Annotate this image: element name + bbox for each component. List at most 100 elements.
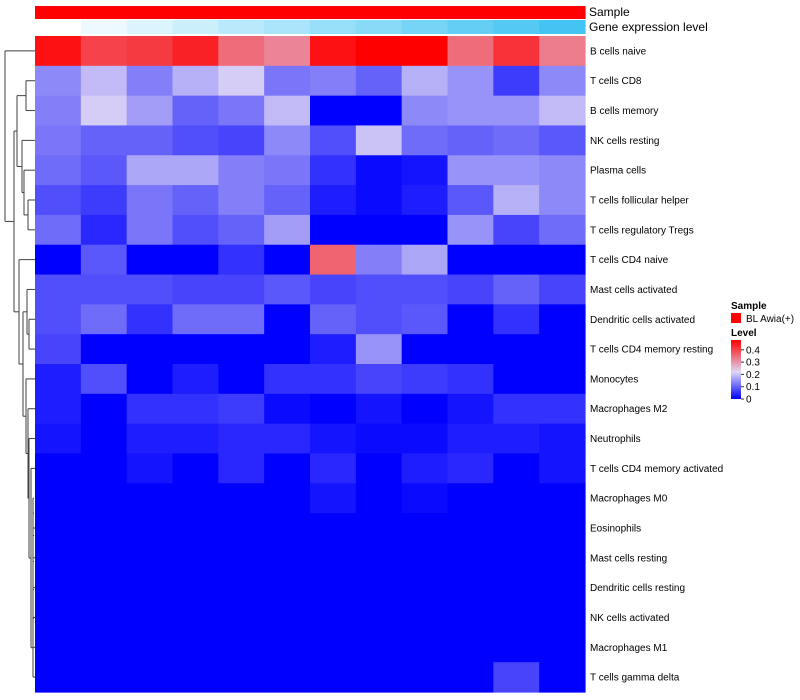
heatmap-cell: Plasma cells: 0.01 <box>355 155 403 186</box>
heatmap-cell: Neutrophils: 0.04 <box>264 423 311 455</box>
heatmap-cell: Dendritic cells activated: 0 <box>539 304 586 335</box>
heatmap-cell: Mast cells resting: 0 <box>493 542 540 574</box>
heatmap-cell: B cells naive: 0.48 <box>401 36 449 67</box>
heatmap-cell: Neutrophils: 0.02 <box>35 423 82 455</box>
heatmap-cell: Plasma cells: 0.05 <box>310 155 357 186</box>
heatmap-cell: Dendritic cells activated: 0 <box>264 304 311 335</box>
heatmap-cell: NK cells activated: 0 <box>264 602 311 633</box>
heatmap-cell: B cells memory: 0.19 <box>264 95 311 127</box>
heatmap-cell: T cells follicular helper: 0.03 <box>310 185 357 216</box>
heatmap-cell: Macrophages M2: 0.05 <box>126 393 174 425</box>
sample-annotation-cell <box>35 6 82 19</box>
heatmap-cell: Plasma cells: 0.15 <box>447 155 494 186</box>
heatmap-cell: Plasma cells: 0.13 <box>218 155 265 186</box>
heatmap-cell: Eosinophils: 0 <box>126 513 174 544</box>
heatmap-cell: T cells gamma delta: 0 <box>539 662 586 693</box>
row-label: T cells regulatory Tregs <box>590 225 694 236</box>
heatmap-cell: NK cells activated: 0 <box>355 602 403 633</box>
heatmap-cell: Mast cells resting: 0 <box>355 542 403 574</box>
heatmap-cell: Macrophages M0: 0 <box>126 483 174 514</box>
expression-annotation-cell <box>35 20 82 34</box>
heatmap-cell: T cells CD4 memory activated: 0 <box>172 453 219 484</box>
heatmap-cell: Mast cells resting: 0 <box>172 542 219 574</box>
heatmap-cell: T cells CD4 memory resting: 0 <box>126 334 174 365</box>
heatmap-cell: T cells gamma delta: 0 <box>264 662 311 693</box>
heatmap-cell: Macrophages M1: 0 <box>401 632 449 663</box>
heatmap-cell: T cells CD4 memory resting: 0 <box>218 334 265 365</box>
legend-level-colorbar <box>731 340 741 399</box>
heatmap-cell: T cells follicular helper: 0.03 <box>401 185 449 216</box>
heatmap-cell: T cells gamma delta: 0 <box>310 662 357 693</box>
heatmap-cell: B cells naive: 0.4 <box>80 36 128 67</box>
heatmap-cell: NK cells activated: 0 <box>401 602 449 633</box>
heatmap-cell: Eosinophils: 0 <box>401 513 449 544</box>
heatmap-cell: NK cells resting: 0.08 <box>310 125 357 156</box>
heatmap-cell: Macrophages M1: 0 <box>264 632 311 663</box>
heatmap-cell: Mast cells resting: 0 <box>447 542 494 574</box>
row-label: NK cells resting <box>590 136 659 147</box>
heatmap-cell: T cells CD8: 0.19 <box>80 65 128 97</box>
heatmap-cells: B cells naive: 0.46B cells naive: 0.4B c… <box>35 36 586 693</box>
heatmap-cell: Neutrophils: 0.02 <box>539 423 586 455</box>
heatmap-cell: Eosinophils: 0 <box>35 513 82 544</box>
heatmap-cell: T cells CD8: 0.13 <box>126 65 174 97</box>
heatmap-cell: Neutrophils: 0.03 <box>126 423 174 455</box>
heatmap-cell: B cells memory: 0.15 <box>447 95 494 127</box>
heatmap-cell: T cells regulatory Tregs: 0.11 <box>539 214 586 246</box>
expression-annotation-cell <box>310 20 357 34</box>
heatmap-cell: Neutrophils: 0.01 <box>355 423 403 455</box>
heatmap-cell: Eosinophils: 0 <box>539 513 586 544</box>
heatmap-cell: NK cells activated: 0 <box>310 602 357 633</box>
heatmap-cell: Macrophages M0: 0 <box>218 483 265 514</box>
heatmap-cell: T cells CD4 naive: 0 <box>126 244 174 276</box>
heatmap-cell: B cells memory: 0.15 <box>493 95 540 127</box>
heatmap-cell: T cells CD4 memory resting: 0 <box>493 334 540 365</box>
heatmap-cell: Eosinophils: 0 <box>218 513 265 544</box>
heatmap-cell: Dendritic cells activated: 0.09 <box>401 304 449 335</box>
heatmap-cell: B cells memory: 0 <box>310 95 357 127</box>
heatmap-cell: T cells CD4 memory activated: 0.04 <box>218 453 265 484</box>
heatmap-cell: T cells CD4 memory activated: 0.04 <box>310 453 357 484</box>
heatmap-cell: Monocytes: 0.07 <box>355 364 403 395</box>
expression-annotation-cell <box>539 20 586 34</box>
heatmap-cell: T cells follicular helper: 0.1 <box>264 185 311 216</box>
heatmap-cell: T cells CD4 memory resting: 0 <box>447 334 494 365</box>
heatmap-cell: T cells regulatory Tregs: 0.15 <box>447 214 494 246</box>
expression-annotation-cell <box>80 20 128 34</box>
heatmap-cell: T cells follicular helper: 0.06 <box>80 185 128 216</box>
sample-annotation-bar <box>35 6 586 19</box>
heatmap-cell: T cells CD8: 0.18 <box>172 65 219 97</box>
row-label: Macrophages M2 <box>590 404 668 415</box>
heatmap-cell: Dendritic cells resting: 0 <box>35 572 82 604</box>
heatmap-cell: Monocytes: 0.05 <box>447 364 494 395</box>
legend-tick-label: 0 <box>746 395 752 406</box>
heatmap-cell: T cells CD8: 0.12 <box>264 65 311 97</box>
heatmap-cell: Dendritic cells activated: 0.05 <box>126 304 174 335</box>
heatmap-cell: B cells memory: 0.12 <box>218 95 265 127</box>
heatmap-cell: Dendritic cells activated: 0.11 <box>80 304 128 335</box>
legend-sample-entry: BL Awia(+) <box>746 314 794 325</box>
heatmap-cell: NK cells activated: 0 <box>493 602 540 633</box>
heatmap-cell: T cells follicular helper: 0.08 <box>35 185 82 216</box>
heatmap-cell: Mast cells activated: 0.08 <box>401 274 449 305</box>
legend-tick-label: 0.3 <box>746 358 760 369</box>
legend-sample-swatch <box>731 313 741 323</box>
heatmap-cell: T cells CD4 naive: 0 <box>264 244 311 276</box>
heatmap-cell: Macrophages M1: 0 <box>35 632 82 663</box>
legend-level-title: Level <box>731 328 757 339</box>
heatmap-cell: Monocytes: 0.03 <box>35 364 82 395</box>
heatmap-cell: B cells naive: 0.48 <box>355 36 403 67</box>
heatmap-cell: Plasma cells: 0.12 <box>264 155 311 186</box>
heatmap-cell: Macrophages M2: 0.06 <box>218 393 265 425</box>
heatmap-cell: T cells CD4 memory activated: 0.03 <box>401 453 449 484</box>
heatmap-cell: Macrophages M0: 0 <box>539 483 586 514</box>
heatmap-cell: T cells CD4 memory resting: 0 <box>401 334 449 365</box>
row-label: T cells CD4 naive <box>590 255 669 266</box>
heatmap-cell: Mast cells resting: 0 <box>126 542 174 574</box>
legend: Sample BL Awia(+) Level 0.4 0.30.20.1 0 <box>731 301 794 406</box>
sample-annotation-cell <box>80 6 128 19</box>
heatmap-cell: T cells CD4 memory activated: 0.02 <box>539 453 586 484</box>
heatmap-cell: Macrophages M1: 0 <box>126 632 174 663</box>
heatmap-cell: T cells CD8: 0.13 <box>310 65 357 97</box>
heatmap-cell: T cells CD4 memory resting: 0 <box>264 334 311 365</box>
